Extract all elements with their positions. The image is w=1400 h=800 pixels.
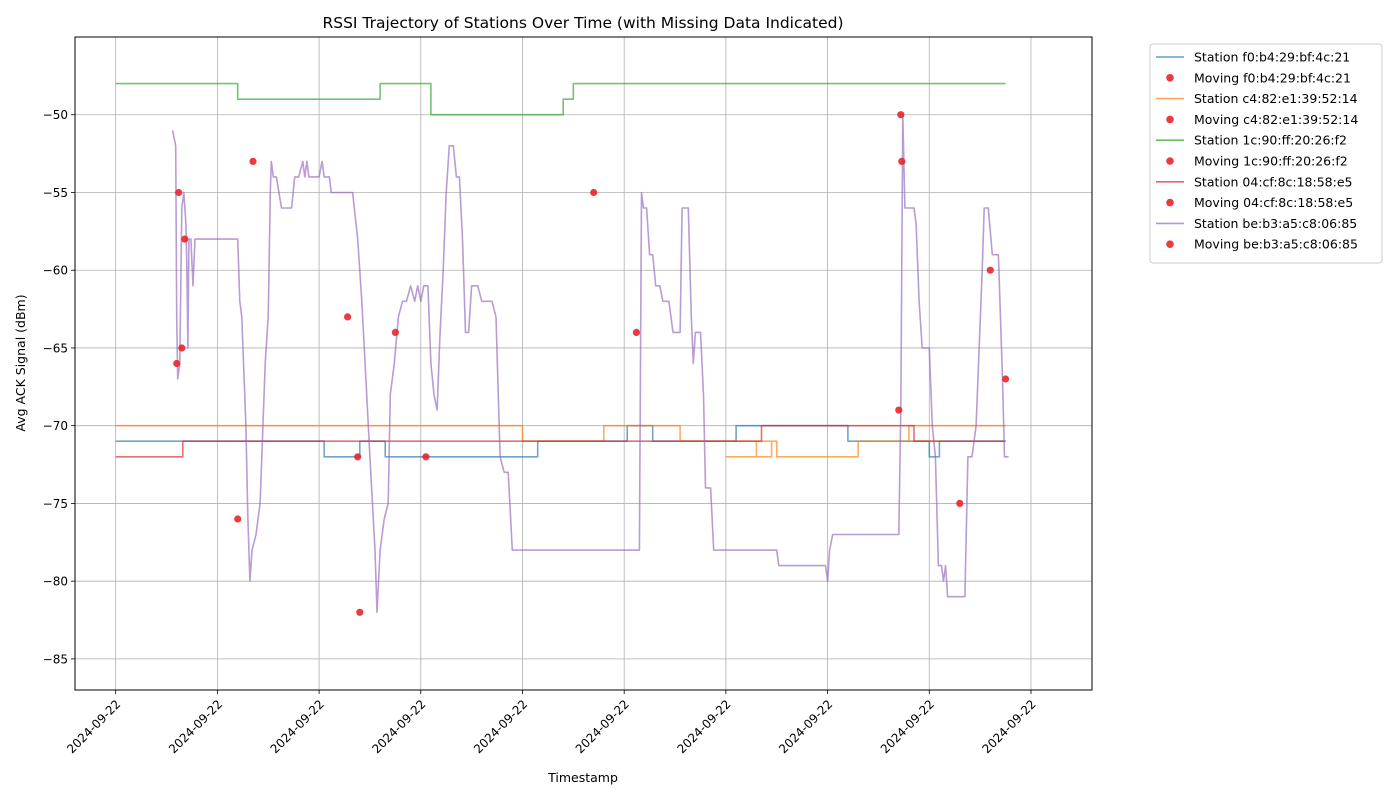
y-tick-label: −80 [43,575,68,589]
moving-marker [175,188,183,197]
legend: Station f0:b4:29:bf:4c:21 Moving f0:b4:29… [1149,43,1383,264]
legend-label-moving: Moving 04:cf:8c:18:58:e5 [1194,195,1353,210]
y-tick-label: −50 [43,108,68,122]
legend-marker-swatch [1166,240,1174,248]
x-tick-label: 2024-09-22 [878,697,937,756]
x-tick-label: 2024-09-22 [166,697,225,756]
x-tick-label: 2024-09-22 [369,697,428,756]
chart-title: RSSI Trajectory of Stations Over Time (w… [322,14,843,32]
y-axis-label: Avg ACK Signal (dBm) [13,294,28,431]
legend-label-station: Station f0:b4:29:bf:4c:21 [1194,50,1350,65]
moving-marker [956,499,964,507]
y-tick-label: −70 [43,419,68,433]
legend-label-moving: Moving c4:82:e1:39:52:14 [1194,112,1358,127]
series-line-0 [115,424,1006,458]
y-tick-label: −65 [43,341,68,355]
moving-marker [173,359,181,368]
moving-marker [178,344,186,352]
y-tick-label: −60 [43,264,68,278]
y-tick-label: −75 [43,497,68,511]
moving-marker [898,157,906,165]
grid-lines [75,37,1092,690]
moving-markers [173,111,1010,616]
legend-label-station: Station c4:82:e1:39:52:14 [1194,91,1358,106]
legend-label-moving: Moving be:b3:a5:c8:06:85 [1194,237,1358,252]
x-axis-label: Timestamp [547,770,618,785]
moving-marker [986,266,994,274]
moving-marker [356,608,364,616]
x-tick-label: 2024-09-22 [776,697,835,756]
legend-marker-swatch [1166,157,1174,165]
series-line-4 [171,113,1009,614]
x-tick-label: 2024-09-22 [674,697,733,756]
moving-marker [234,515,242,523]
moving-marker [354,453,362,461]
legend-label-station: Station 1c:90:ff:20:26:f2 [1194,133,1347,148]
series-line-2 [115,82,1006,116]
moving-marker [391,328,399,336]
moving-marker [590,188,598,197]
moving-marker [249,157,257,165]
legend-marker-swatch [1166,198,1174,207]
moving-marker [422,453,430,461]
moving-marker [632,328,641,336]
plot-frame [74,36,1093,691]
y-tick-label: −85 [43,652,68,666]
moving-marker [895,406,903,414]
legend-marker-swatch [1166,74,1174,82]
moving-marker [1002,375,1010,383]
legend-label-moving: Moving 1c:90:ff:20:26:f2 [1194,154,1348,169]
series-line-3 [115,424,1006,458]
moving-marker [344,313,352,321]
x-axis-ticks: 2024-09-22 2024-09-22 2024-09-22 2024-09-22… [64,690,1039,756]
x-tick-label: 2024-09-22 [64,697,123,756]
legend-box [1149,43,1383,264]
legend-label-station: Station be:b3:a5:c8:06:85 [1194,216,1357,231]
y-axis-ticks: −50 −55 −60 −65 −70 −75 −80 −85 [43,108,75,666]
legend-marker-swatch [1166,115,1174,124]
legend-items: Station f0:b4:29:bf:4c:21 Moving f0:b4:29… [1156,50,1358,252]
series-lines [115,82,1009,614]
x-tick-label: 2024-09-22 [268,697,327,756]
x-tick-label: 2024-09-22 [980,697,1039,756]
moving-marker [181,235,189,243]
x-tick-label: 2024-09-22 [471,697,530,756]
x-tick-label: 2024-09-22 [573,697,632,756]
y-tick-label: −55 [43,186,68,200]
moving-marker [897,111,905,119]
legend-label-moving: Moving f0:b4:29:bf:4c:21 [1194,70,1351,85]
legend-label-station: Station 04:cf:8c:18:58:e5 [1194,174,1352,189]
